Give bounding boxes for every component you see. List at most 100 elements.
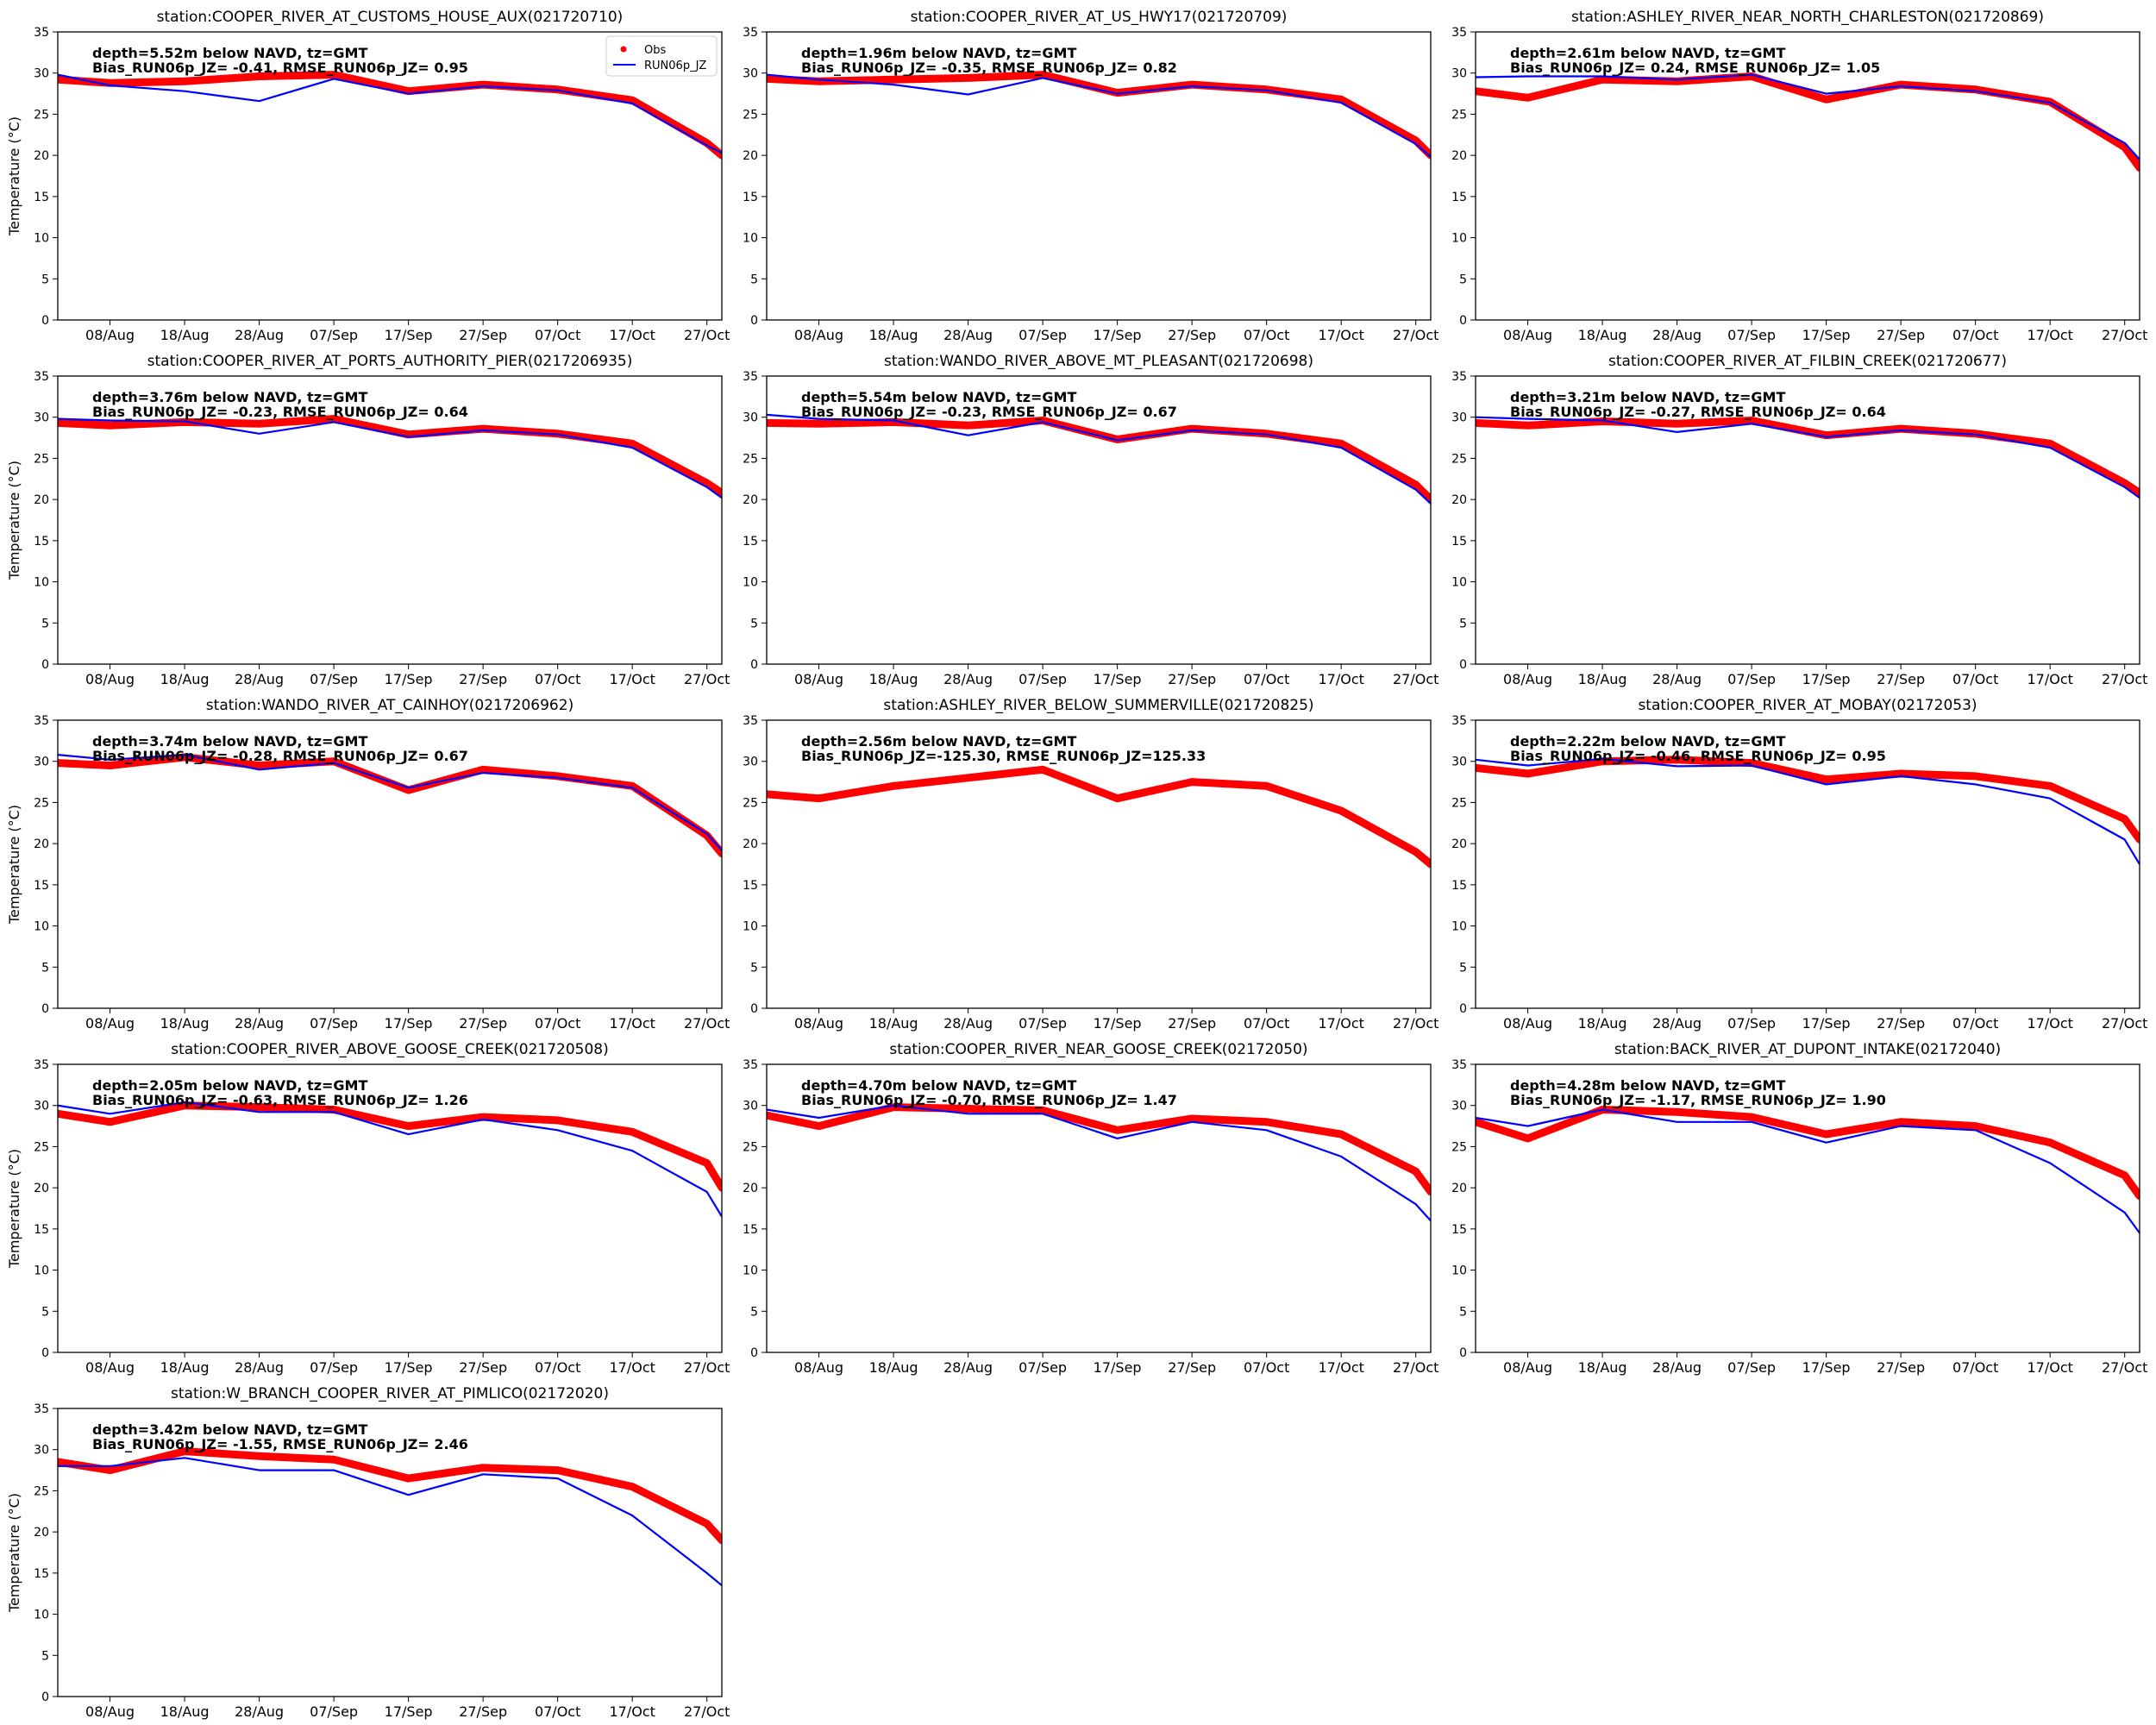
y-tick-label: 10 <box>1451 920 1467 934</box>
obs-point <box>554 1466 561 1474</box>
y-tick-label: 5 <box>41 1305 49 1319</box>
y-tick-label: 15 <box>743 1223 758 1237</box>
obs-point <box>1476 87 1479 95</box>
y-tick-label: 35 <box>34 714 49 728</box>
obs-point <box>718 489 722 497</box>
subplot-7: station:WANDO_RIVER_AT_CAINHOY(021720696… <box>6 697 730 1032</box>
y-axis-label: Temperature (°C) <box>6 805 22 925</box>
x-tick-label: 27/Sep <box>459 671 507 687</box>
stats-annotation: Bias_RUN06p_JZ= -0.70, RMSE_RUN06p_JZ= 1… <box>801 1092 1177 1108</box>
y-tick-label: 20 <box>34 837 49 851</box>
y-tick-label: 35 <box>34 370 49 384</box>
obs-point <box>1476 419 1479 427</box>
y-tick-label: 5 <box>41 961 49 975</box>
y-tick-label: 30 <box>743 411 758 425</box>
y-tick-label: 5 <box>750 961 758 975</box>
model-series-line <box>1476 73 2140 160</box>
obs-point <box>1263 1118 1270 1126</box>
y-tick-label: 0 <box>41 1346 49 1360</box>
obs-point <box>255 420 263 428</box>
obs-point <box>1524 94 1532 102</box>
depth-annotation: depth=3.42m below NAVD, tz=GMT <box>92 1421 367 1438</box>
obs-series-line <box>58 415 722 497</box>
obs-point <box>629 1128 636 1136</box>
x-tick-label: 17/Oct <box>1318 327 1363 343</box>
y-tick-label: 10 <box>1451 576 1467 590</box>
subplot-8: station:ASHLEY_RIVER_BELOW_SUMMERVILLE(0… <box>743 697 1438 1032</box>
obs-point <box>767 419 770 427</box>
x-tick-label: 07/Oct <box>535 671 580 687</box>
x-tick-label: 07/Sep <box>1727 671 1776 687</box>
obs-point <box>330 71 338 78</box>
stats-annotation: Bias_RUN06p_JZ= -0.23, RMSE_RUN06p_JZ= 0… <box>801 404 1177 420</box>
obs-point <box>2046 1138 2054 1146</box>
obs-point <box>718 1536 722 1544</box>
subplot-title: station:COOPER_RIVER_AT_PORTS_AUTHORITY_… <box>147 353 633 370</box>
obs-series-line <box>767 1103 1431 1196</box>
legend-model-label: RUN06p_JZ <box>644 60 706 72</box>
subplot-title: station:COOPER_RIVER_AT_FILBIN_CREEK(021… <box>1608 353 2007 370</box>
y-tick-label: 25 <box>34 108 49 122</box>
y-tick-label: 20 <box>34 493 49 507</box>
subplot-title: station:ASHLEY_RIVER_BELOW_SUMMERVILLE(0… <box>883 697 1313 714</box>
obs-point <box>404 787 412 794</box>
x-tick-label: 07/Sep <box>1018 1359 1067 1376</box>
stats-annotation: Bias_RUN06p_JZ= -1.55, RMSE_RUN06p_JZ= 2… <box>92 1436 468 1452</box>
x-tick-label: 17/Sep <box>1802 1015 1851 1032</box>
obs-point <box>1113 794 1121 802</box>
obs-point <box>1748 417 1756 424</box>
x-tick-label: 07/Oct <box>535 327 580 343</box>
obs-point <box>1822 1131 1830 1138</box>
model-series-line <box>58 417 722 499</box>
model-series-line <box>1476 416 2140 499</box>
axes-frame <box>766 375 1432 665</box>
stats-annotation: Bias_RUN06p_JZ= -0.23, RMSE_RUN06p_JZ= 0… <box>92 404 468 420</box>
y-tick-label: 10 <box>34 576 49 590</box>
x-tick-label: 28/Aug <box>235 327 284 343</box>
x-tick-label: 08/Aug <box>85 1015 135 1032</box>
y-tick-label: 5 <box>41 617 49 630</box>
obs-series-line <box>1476 417 2140 497</box>
x-tick-label: 17/Oct <box>1318 671 1363 687</box>
axes-frame <box>57 375 723 665</box>
depth-annotation: depth=2.22m below NAVD, tz=GMT <box>1510 733 1785 750</box>
y-tick-label: 0 <box>1459 1002 1467 1016</box>
y-tick-label: 15 <box>1451 191 1467 204</box>
x-tick-label: 17/Oct <box>2027 1359 2072 1376</box>
obs-point <box>2121 815 2128 823</box>
x-tick-label: 28/Aug <box>235 1703 284 1720</box>
depth-annotation: depth=2.05m below NAVD, tz=GMT <box>92 1077 367 1094</box>
y-tick-label: 20 <box>34 1526 49 1540</box>
y-tick-label: 30 <box>34 1100 49 1113</box>
x-tick-label: 17/Oct <box>609 1359 655 1376</box>
plot-area <box>767 1103 1431 1222</box>
y-tick-label: 0 <box>1459 1346 1467 1360</box>
x-tick-label: 08/Aug <box>85 671 135 687</box>
obs-point <box>58 76 61 84</box>
y-axis-label: Temperature (°C) <box>6 116 22 236</box>
y-tick-label: 10 <box>743 576 758 590</box>
model-series-line <box>58 754 722 851</box>
obs-point <box>629 1483 636 1490</box>
y-tick-label: 25 <box>1451 796 1467 810</box>
x-tick-label: 27/Sep <box>459 327 507 343</box>
x-tick-label: 07/Sep <box>1018 671 1067 687</box>
y-tick-label: 30 <box>743 67 758 81</box>
obs-point <box>1822 96 1830 104</box>
y-tick-label: 10 <box>743 232 758 246</box>
x-tick-label: 18/Aug <box>160 671 210 687</box>
x-tick-label: 17/Oct <box>609 671 655 687</box>
obs-point <box>181 78 189 85</box>
x-tick-label: 17/Oct <box>609 327 655 343</box>
x-tick-label: 17/Sep <box>1094 1359 1142 1376</box>
obs-series-line <box>767 417 1431 504</box>
obs-point <box>1338 1131 1345 1138</box>
y-tick-label: 20 <box>1451 149 1467 163</box>
x-tick-label: 08/Aug <box>85 1359 135 1376</box>
x-tick-label: 07/Oct <box>535 1703 580 1720</box>
y-tick-label: 15 <box>34 191 49 204</box>
x-tick-label: 27/Oct <box>2102 671 2147 687</box>
x-tick-label: 07/Sep <box>1018 1015 1067 1032</box>
y-tick-label: 35 <box>34 26 49 40</box>
obs-point <box>703 1520 711 1527</box>
